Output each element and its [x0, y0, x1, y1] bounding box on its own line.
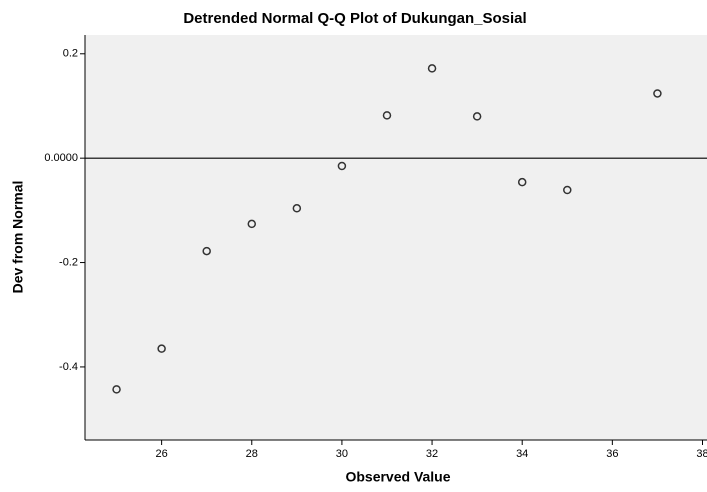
- x-tick-label: 34: [516, 448, 528, 460]
- point: [202, 246, 211, 256]
- y-tick-label: 0.0000: [44, 152, 78, 164]
- x-tick-label: 32: [426, 448, 438, 460]
- point: [382, 111, 392, 120]
- point: [112, 385, 121, 394]
- point: [563, 185, 572, 195]
- x-axis-title: Observed Value: [345, 469, 450, 485]
- point: [427, 64, 437, 73]
- y-tick-label: 0.2: [63, 48, 78, 60]
- y-tick-label: -0.4: [59, 361, 78, 373]
- point: [517, 177, 527, 187]
- point: [292, 204, 302, 213]
- point: [472, 112, 482, 121]
- x-tick-label: 30: [336, 448, 348, 460]
- chart-title: Detrended Normal Q-Q Plot of Dukungan_So…: [183, 10, 526, 27]
- x-tick-label: 38: [696, 448, 707, 460]
- y-tick-label: -0.2: [59, 256, 78, 268]
- plot-area: [85, 35, 707, 440]
- point: [653, 89, 662, 98]
- x-tick-label: 26: [155, 448, 167, 460]
- point: [157, 344, 166, 353]
- x-tick-label: 28: [246, 448, 258, 460]
- point: [337, 161, 347, 171]
- x-tick-label: 36: [606, 448, 618, 460]
- y-axis-title: Dev from Normal: [10, 181, 26, 294]
- point: [247, 219, 257, 229]
